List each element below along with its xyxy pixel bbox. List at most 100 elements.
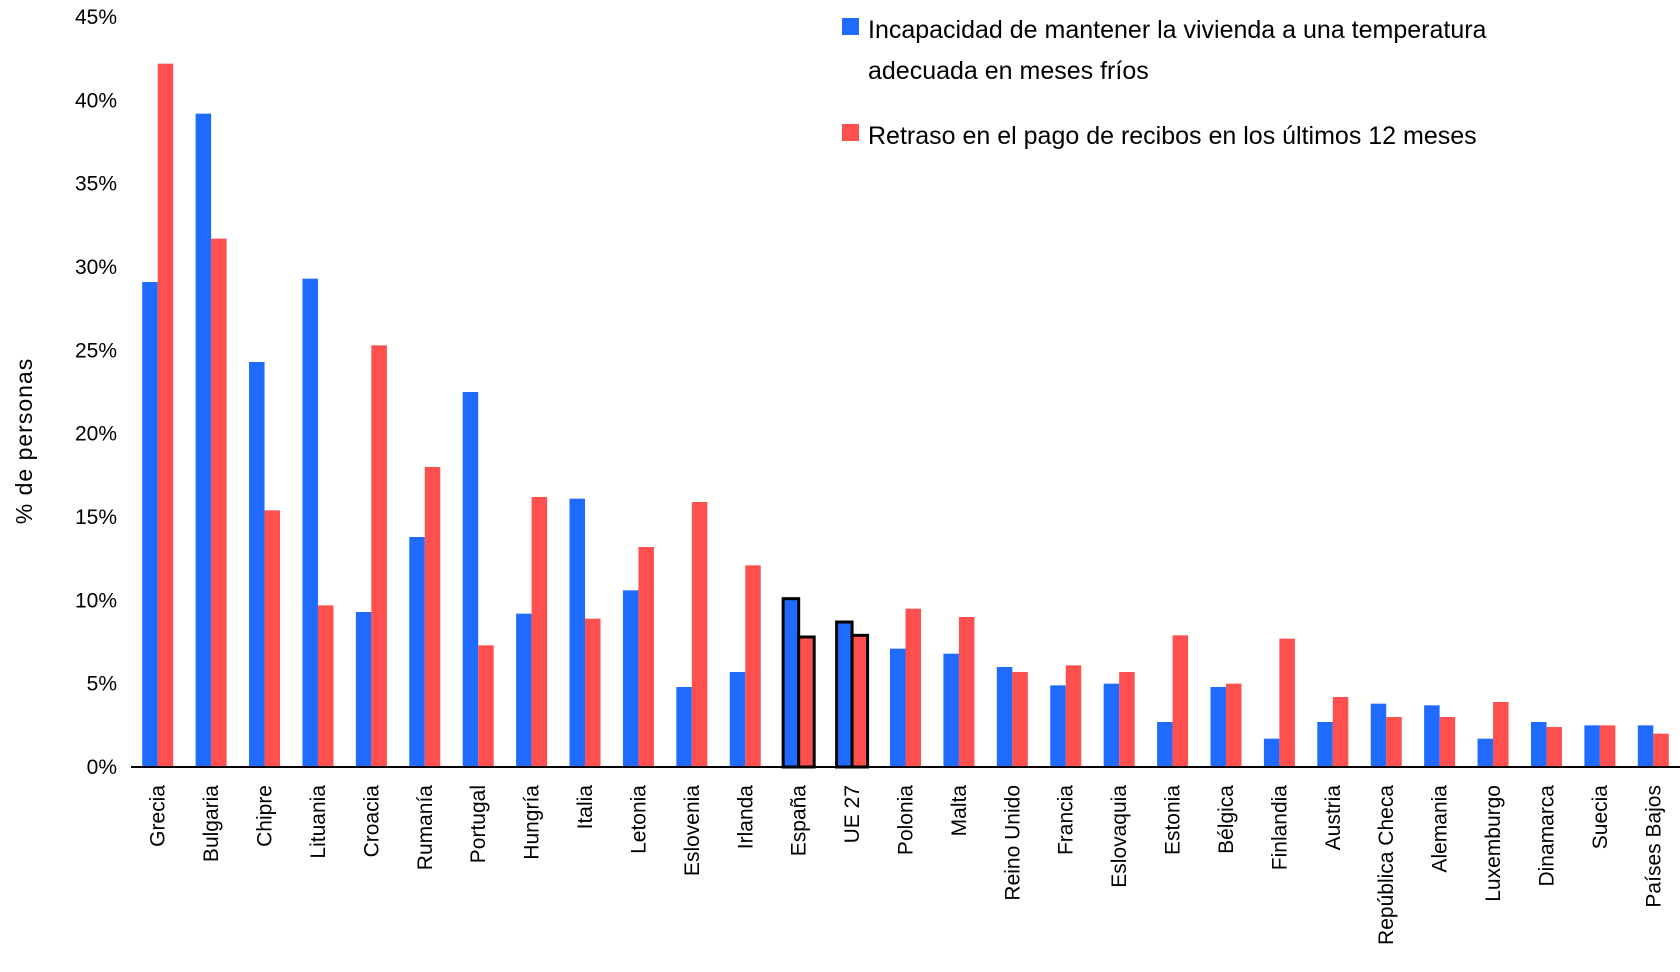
bar-retraso-4 <box>317 605 334 767</box>
bar-temperatura-26 <box>1477 738 1494 767</box>
x-tick-label: Italia <box>574 785 597 830</box>
x-tick-label: Países Bajos <box>1642 785 1665 908</box>
bar-temperatura-23 <box>1317 722 1333 767</box>
legend-swatch <box>842 18 859 35</box>
x-tick-label: Estonia <box>1162 785 1185 855</box>
bar-retraso-10 <box>638 547 654 767</box>
x-tick-label: Austria <box>1322 785 1345 851</box>
bar-retraso-8 <box>531 497 548 767</box>
legend: Incapacidad de mantener la vivienda a un… <box>842 16 1487 150</box>
bar-temperatura-11 <box>676 687 692 767</box>
bar-temperatura-27 <box>1530 722 1547 767</box>
bar-retraso-9 <box>585 618 601 767</box>
x-tick-label: Bulgaria <box>200 785 223 862</box>
bar-temperatura-20 <box>1157 722 1173 767</box>
bar-retraso-2 <box>211 238 227 767</box>
bar-retraso-13 <box>797 635 816 769</box>
x-tick-label: Hungría <box>521 785 544 860</box>
y-tick-label: 15% <box>75 506 117 529</box>
bar-retraso-12 <box>745 565 761 767</box>
bar-retraso-14 <box>850 633 870 769</box>
x-axis-labels: Grecia Bulgaria Chipre Lituania Croacia Ruman… <box>147 785 1666 945</box>
x-tick-label: Luxemburgo <box>1482 785 1505 902</box>
legend-label: Incapacidad de mantener la vivienda a un… <box>868 16 1487 44</box>
x-tick-label: Alemania <box>1429 785 1452 873</box>
y-tick-label: 35% <box>75 173 117 196</box>
bar-retraso-21 <box>1225 683 1242 767</box>
bar-temperatura-24 <box>1370 703 1387 767</box>
bar-temperatura-14 <box>835 620 854 769</box>
bar-retraso-29 <box>1653 733 1669 767</box>
bar-temperatura-17 <box>996 667 1013 767</box>
x-tick-label: Polonia <box>895 785 918 855</box>
x-tick-label: Letonia <box>627 785 650 854</box>
bar-temperatura-28 <box>1584 725 1600 767</box>
legend-swatch <box>842 124 859 141</box>
bar-temperatura-2 <box>195 113 212 767</box>
x-tick-label: Rumanía <box>414 785 437 871</box>
bar-retraso-11 <box>691 502 708 767</box>
bar-retraso-7 <box>478 645 494 767</box>
bar-temperatura-12 <box>729 672 746 767</box>
bar-temperatura-10 <box>622 590 639 767</box>
x-tick-label: Eslovenia <box>681 785 704 876</box>
bar-temperatura-29 <box>1637 725 1654 767</box>
x-tick-label: Chipre <box>254 785 277 847</box>
x-tick-label: República Checa <box>1375 785 1398 945</box>
bar-retraso-16 <box>958 617 975 767</box>
bar-temperatura-8 <box>516 613 532 767</box>
x-tick-label: España <box>788 785 811 857</box>
x-tick-label: Grecia <box>147 785 170 847</box>
y-tick-label: 25% <box>75 339 117 362</box>
bar-temperatura-18 <box>1050 685 1066 767</box>
bar-retraso-15 <box>905 608 921 767</box>
bar-retraso-18 <box>1065 665 1082 767</box>
x-tick-label: Suecia <box>1589 785 1612 850</box>
x-tick-label: Portugal <box>467 785 490 863</box>
y-tick-label: 45% <box>75 6 117 29</box>
bar-retraso-20 <box>1172 635 1189 767</box>
bar-retraso-3 <box>264 510 281 767</box>
bar-temperatura-22 <box>1263 738 1280 767</box>
x-tick-label: Irlanda <box>734 785 757 850</box>
bar-temperatura-25 <box>1424 705 1440 767</box>
bar-temperatura-16 <box>943 653 959 767</box>
bar-temperatura-15 <box>890 648 906 767</box>
legend-label: adecuada en meses fríos <box>868 57 1149 85</box>
bar-temperatura-5 <box>355 612 372 767</box>
bar-retraso-5 <box>371 345 387 767</box>
bar-temperatura-9 <box>569 498 586 767</box>
x-tick-label: Malta <box>948 785 971 837</box>
x-tick-label: Dinamarca <box>1535 785 1558 887</box>
bar-temperatura-1 <box>142 282 158 767</box>
x-tick-label: Francia <box>1055 785 1078 855</box>
bar-retraso-17 <box>1012 672 1028 767</box>
x-tick-label: Lituania <box>307 785 330 859</box>
bar-retraso-25 <box>1439 717 1456 767</box>
bar-temperatura-13 <box>781 597 801 769</box>
bar-retraso-26 <box>1493 702 1509 767</box>
bar-temperatura-3 <box>249 362 265 767</box>
y-tick-label: 10% <box>75 589 117 612</box>
x-tick-label: Bélgica <box>1215 785 1238 854</box>
x-tick-label: Reino Unido <box>1001 785 1024 901</box>
x-tick-label: Finlandia <box>1268 785 1291 871</box>
bar-temperatura-19 <box>1103 683 1120 767</box>
legend-label: Retraso en el pago de recibos en los últ… <box>868 122 1477 150</box>
bar-retraso-6 <box>424 467 441 767</box>
y-tick-label: 5% <box>87 673 117 696</box>
x-tick-label: Eslovaquia <box>1108 785 1131 888</box>
bar-retraso-23 <box>1332 697 1349 767</box>
y-tick-label: 40% <box>75 89 117 112</box>
bar-temperatura-7 <box>462 392 479 767</box>
bars <box>142 63 1669 769</box>
x-tick-label: Croacia <box>360 785 383 858</box>
bar-retraso-19 <box>1119 672 1135 767</box>
y-tick-label: 30% <box>75 256 117 279</box>
x-tick-label: UE 27 <box>841 785 864 843</box>
bar-retraso-27 <box>1546 727 1562 767</box>
bar-retraso-1 <box>157 63 174 767</box>
bar-temperatura-21 <box>1210 687 1226 767</box>
y-tick-label: 20% <box>75 423 117 446</box>
